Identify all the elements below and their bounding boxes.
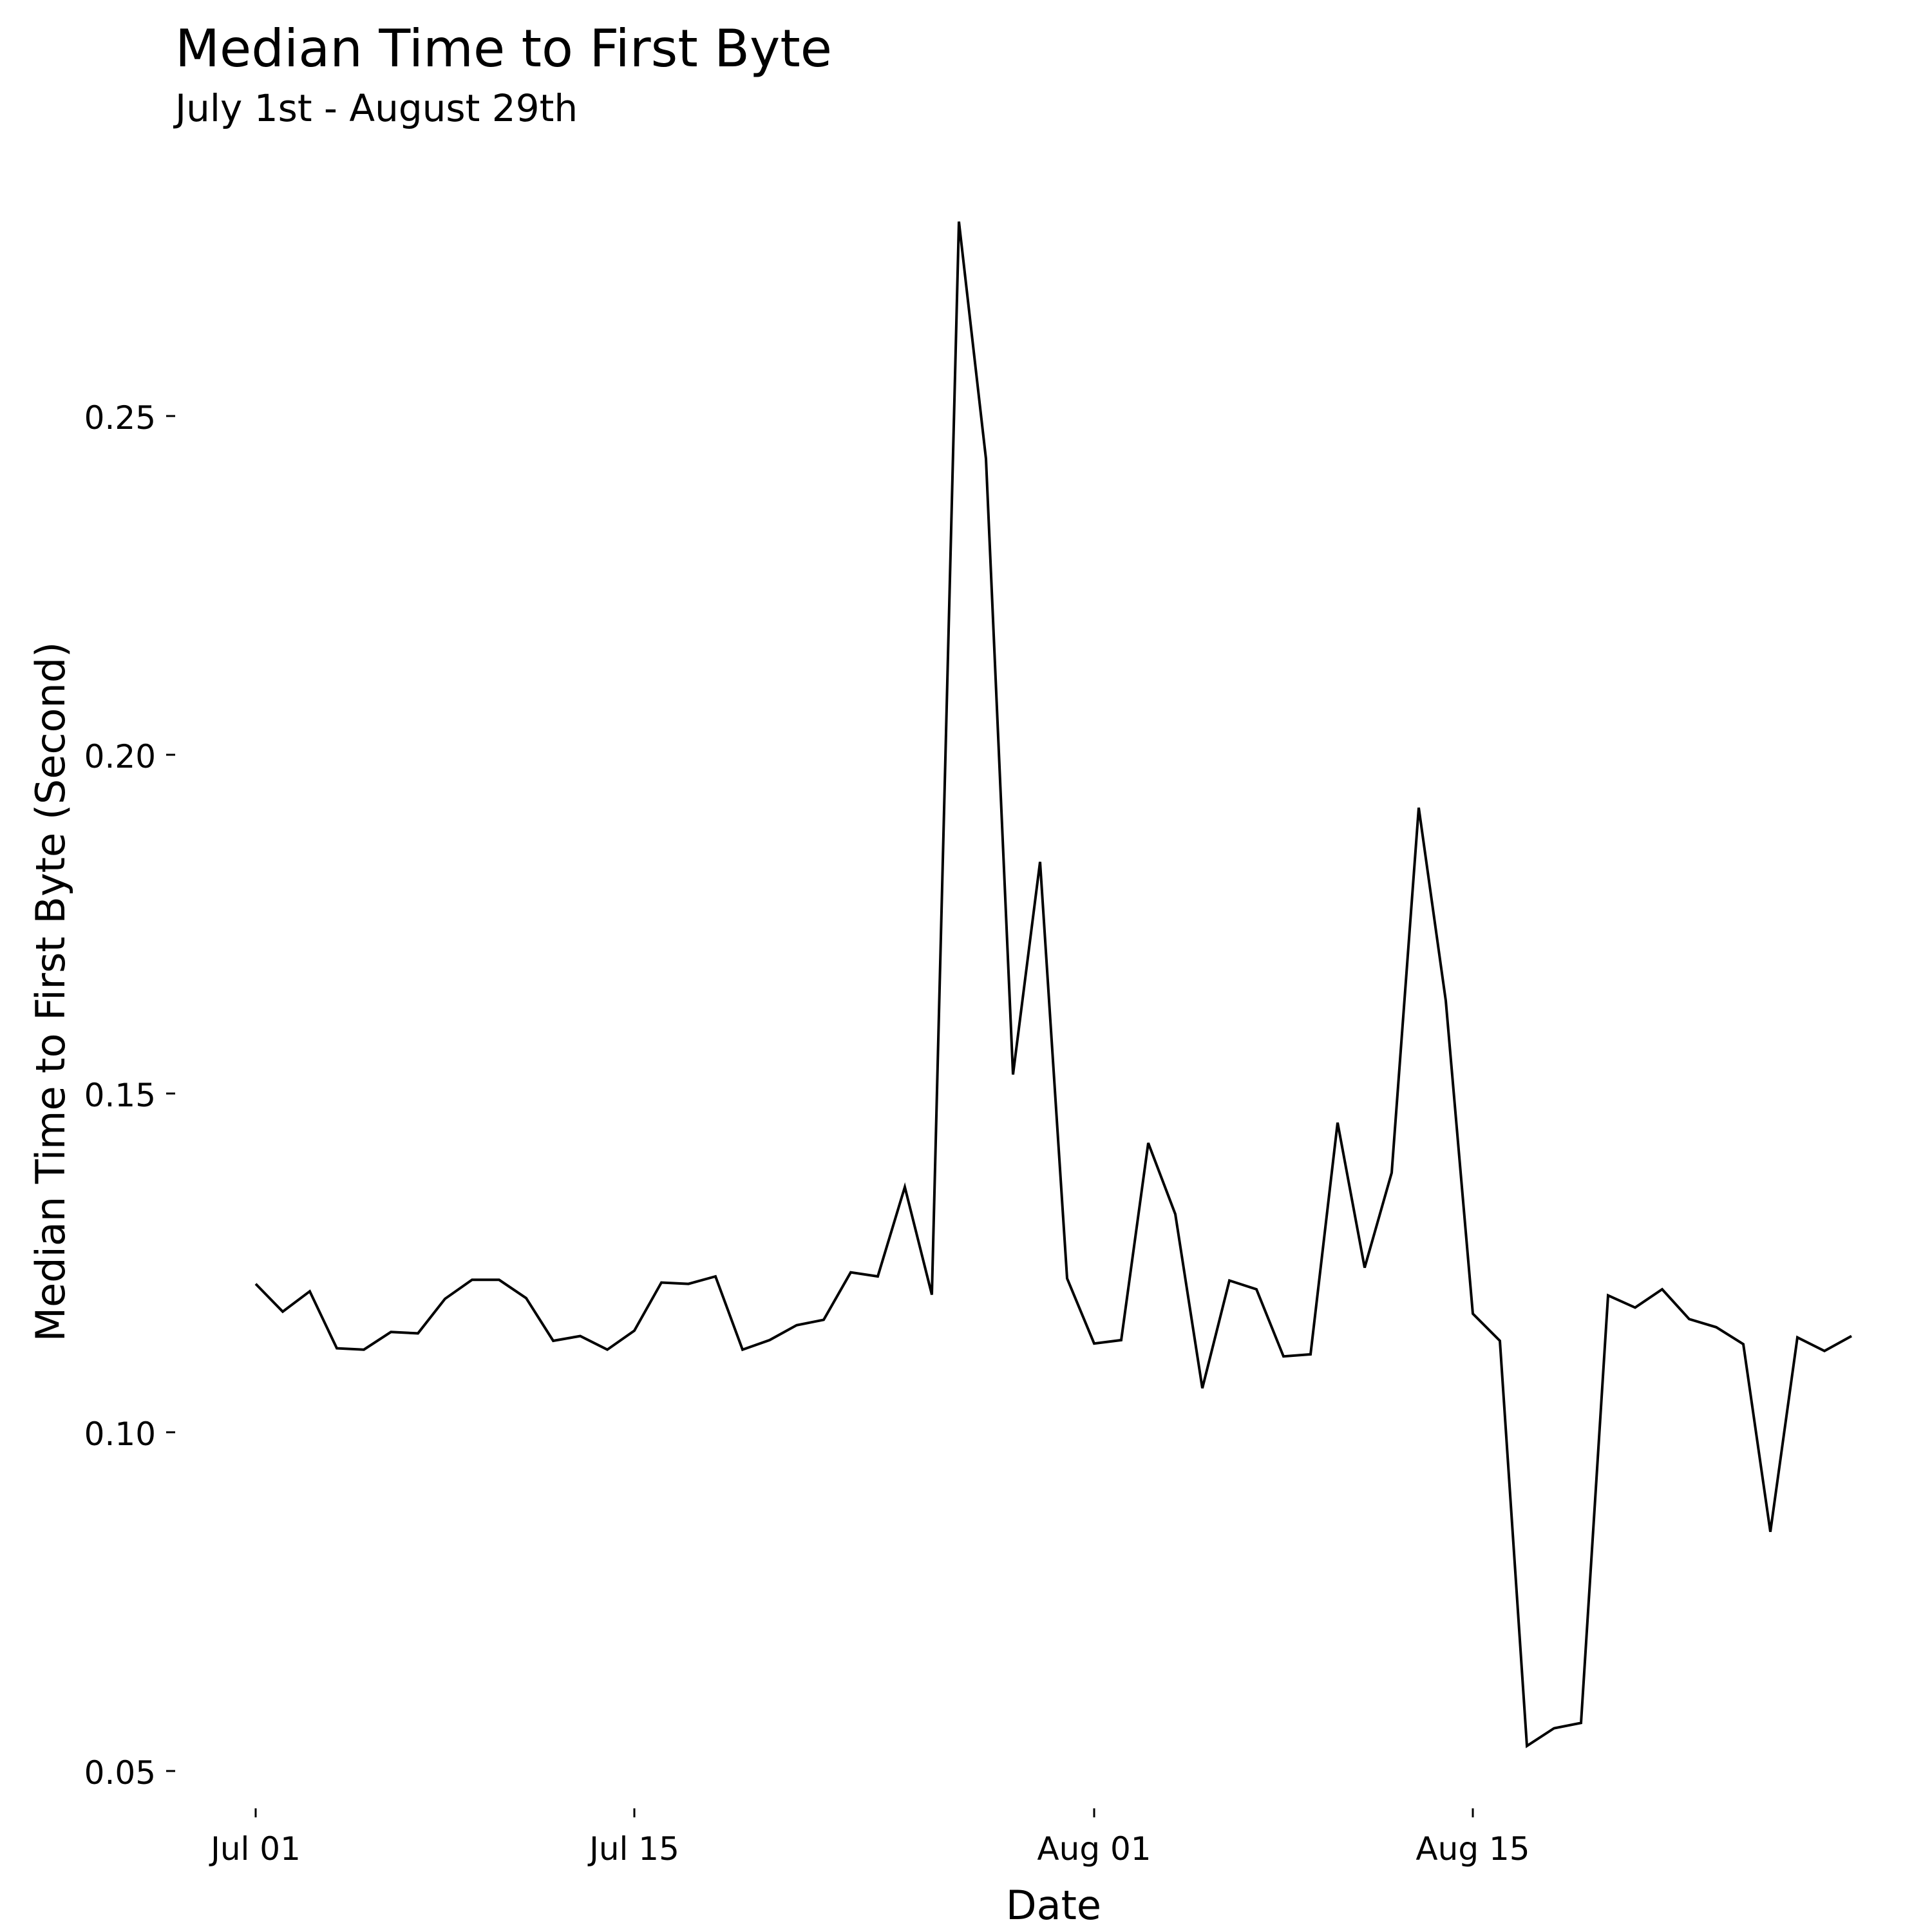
- x-tick-label: Jul 01: [209, 1830, 301, 1868]
- chart-subtitle: July 1st - August 29th: [175, 86, 578, 130]
- x-axis-label: Date: [1006, 1882, 1101, 1929]
- series-group: [254, 221, 1852, 1748]
- y-axis: 0.05 0.10 0.15 0.20 0.25: [84, 399, 175, 1792]
- y-tick-label: 0.20: [84, 738, 156, 775]
- y-axis-label: Median Time to First Byte (Second): [27, 642, 74, 1342]
- y-tick-label: 0.15: [84, 1077, 156, 1114]
- x-tick-label: Aug 01: [1037, 1830, 1151, 1868]
- chart-title: Median Time to First Byte: [175, 19, 832, 79]
- x-axis: Jul 01 Jul 15 Aug 01 Aug 15: [209, 1808, 1530, 1868]
- x-tick-label: Jul 15: [587, 1830, 679, 1868]
- series-line: [254, 221, 1852, 1748]
- x-tick-label: Aug 15: [1416, 1830, 1530, 1868]
- y-tick-label: 0.25: [84, 399, 156, 437]
- y-tick-label: 0.05: [84, 1754, 156, 1792]
- y-tick-label: 0.10: [84, 1416, 156, 1453]
